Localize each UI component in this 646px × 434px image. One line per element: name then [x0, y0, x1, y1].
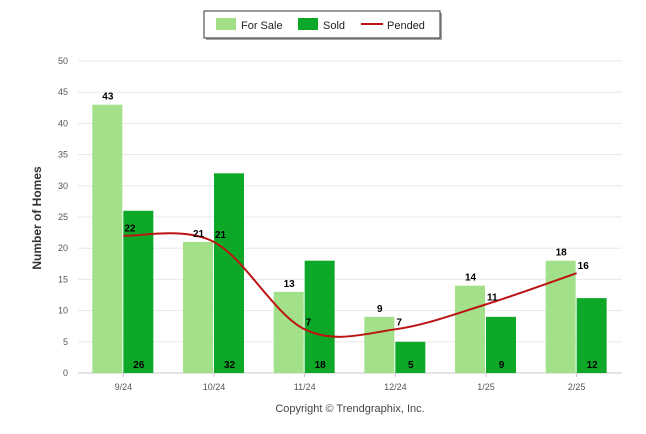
data-label-sold: 26 — [133, 360, 145, 371]
bar-for-sale-11-24 — [273, 291, 304, 373]
data-label-sold: 18 — [315, 360, 327, 371]
legend-swatch-for-sale — [216, 18, 236, 30]
y-tick-label: 35 — [58, 150, 68, 160]
data-label-sold: 5 — [408, 360, 414, 371]
data-label-pended: 22 — [124, 224, 136, 235]
x-tick-label: 9/24 — [115, 382, 133, 392]
legend-label-pended: Pended — [387, 20, 425, 32]
grid — [78, 60, 622, 374]
copyright-credit: Copyright © Trendgraphix, Inc. — [275, 403, 424, 415]
bar-sold-1-25 — [486, 316, 516, 373]
data-label-for-sale: 21 — [193, 229, 205, 240]
bar-for-sale-1-25 — [455, 285, 485, 373]
y-tick-label: 5 — [63, 337, 68, 347]
y-tick-label: 30 — [58, 181, 68, 191]
y-tick-label: 0 — [63, 368, 68, 378]
data-label-sold: 32 — [224, 360, 236, 371]
x-tick-label: 2/25 — [568, 382, 586, 392]
bar-sold-2-25 — [576, 298, 607, 373]
data-label-for-sale: 18 — [556, 248, 568, 259]
y-tick-label: 45 — [58, 87, 68, 97]
x-tick-label: 12/24 — [384, 382, 407, 392]
data-label-pended: 11 — [487, 292, 498, 303]
bar-for-sale-9-24 — [92, 104, 123, 374]
y-tick-label: 25 — [58, 212, 68, 222]
bar-for-sale-12-24 — [364, 316, 395, 373]
bar-for-sale-10-24 — [183, 241, 213, 373]
data-label-sold: 12 — [587, 360, 599, 371]
y-axis-ticks: 0 5 10 15 20 25 30 35 40 45 50 — [58, 56, 68, 378]
bar-sold-9-24 — [123, 210, 154, 373]
bar-for-sale-2-25 — [545, 260, 576, 373]
y-tick-label: 10 — [58, 306, 68, 316]
bar-sold-10-24 — [214, 173, 244, 373]
y-tick-label: 40 — [58, 118, 68, 128]
data-label-for-sale: 43 — [102, 92, 114, 103]
pended-line — [123, 232, 577, 338]
legend-label-for-sale: For Sale — [241, 20, 283, 32]
data-label-for-sale: 13 — [284, 279, 296, 290]
y-tick-label: 15 — [58, 274, 68, 284]
legend-box — [203, 10, 441, 39]
data-label-sold: 9 — [499, 360, 505, 371]
bar-sold-12-24 — [395, 341, 426, 373]
x-tick-label: 11/24 — [294, 382, 316, 392]
data-labels: 43 26 22 21 32 21 13 18 7 9 5 7 14 9 11 18 12 16 — [102, 92, 598, 371]
legend-label-sold: Sold — [323, 20, 345, 32]
bars — [92, 104, 607, 374]
x-axis-ticks: 9/24 10/24 11/24 12/24 1/25 2/25 — [115, 373, 586, 392]
x-tick-label: 10/24 — [203, 382, 226, 392]
legend: For Sale Sold Pended — [203, 10, 442, 40]
data-label-for-sale: 9 — [377, 304, 383, 315]
x-tick-label: 1/25 — [477, 382, 495, 392]
legend-swatch-sold — [298, 18, 318, 30]
data-label-pended: 16 — [578, 261, 590, 272]
data-label-pended: 21 — [215, 230, 227, 241]
data-label-for-sale: 14 — [465, 273, 477, 284]
data-label-pended: 7 — [396, 317, 402, 328]
y-tick-label: 50 — [58, 56, 68, 66]
data-label-pended: 7 — [306, 317, 312, 328]
bar-sold-11-24 — [304, 260, 335, 373]
y-tick-label: 20 — [58, 243, 68, 253]
y-axis-label: Number of Homes — [30, 166, 44, 270]
